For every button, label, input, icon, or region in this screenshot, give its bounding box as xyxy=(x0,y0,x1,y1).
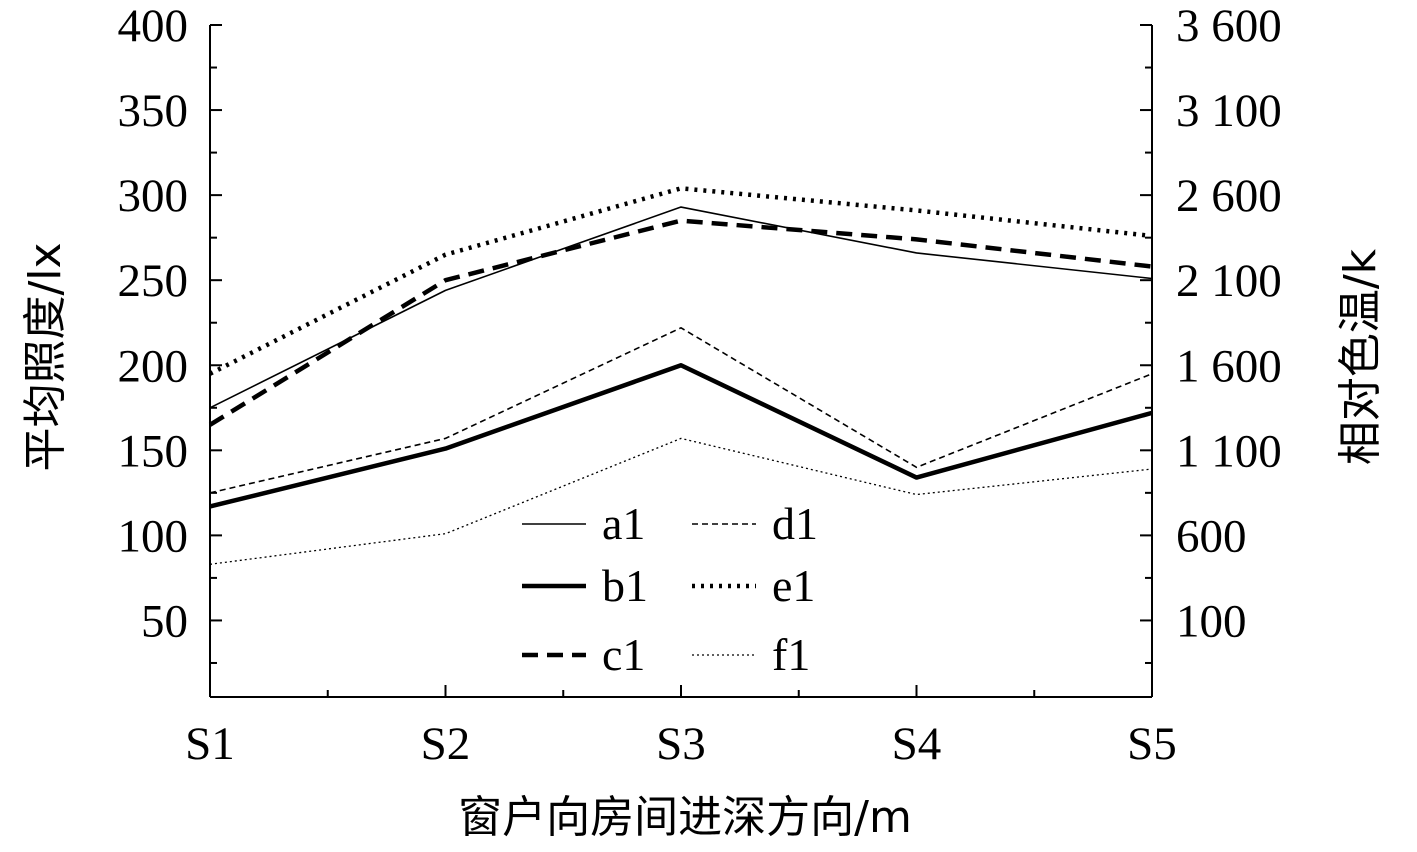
series-line-b1 xyxy=(209,363,1153,509)
series-line-c1 xyxy=(208,218,1153,427)
y-tick-label-left: 200 xyxy=(118,340,189,392)
legend-label-a1: a1 xyxy=(602,498,645,549)
y-tick-label-right: 100 xyxy=(1176,595,1247,647)
legend-label-b1: b1 xyxy=(602,560,648,611)
x-tick-label: S2 xyxy=(421,718,471,770)
series-line-d1 xyxy=(209,327,1153,494)
y-axis-label-left: 平均照度/lx xyxy=(20,242,71,471)
x-tick-label: S1 xyxy=(185,718,235,770)
y-tick-label-left: 100 xyxy=(118,510,189,562)
legend-label-c1: c1 xyxy=(602,629,645,680)
y-tick-label-left: 50 xyxy=(141,595,188,647)
y-tick-label-right: 1 600 xyxy=(1176,340,1282,392)
y-tick-label-right: 3 100 xyxy=(1176,85,1282,137)
y-tick-label-left: 300 xyxy=(118,170,189,222)
y-tick-label-left: 150 xyxy=(118,425,189,477)
series xyxy=(208,186,1153,565)
x-tick-label: S4 xyxy=(892,718,942,770)
y-tick-label-right: 3 600 xyxy=(1176,0,1282,52)
x-axis-label: 窗户向房间进深方向/m xyxy=(458,792,912,843)
y-tick-label-left: 400 xyxy=(118,0,189,52)
axes xyxy=(209,25,1153,698)
ticks: 50 100 150 200 250 300 350 400 100 600 1 100 1 600 2… xyxy=(118,0,1282,770)
y-axis-label-right: 相对色温/k xyxy=(1335,248,1386,465)
y-tick-label-right: 1 100 xyxy=(1176,425,1282,477)
y-tick-label-right: 600 xyxy=(1176,510,1247,562)
series-line-f1 xyxy=(209,437,1153,565)
series-line-e1 xyxy=(208,186,1153,376)
y-tick-label-right: 2 600 xyxy=(1176,170,1282,222)
y-tick-label-right: 2 100 xyxy=(1176,255,1282,307)
legend-label-d1: d1 xyxy=(772,498,818,549)
y-tick-label-left: 350 xyxy=(118,85,189,137)
legend: a1 b1 c1 d1 e1 f1 xyxy=(522,498,818,680)
legend-label-e1: e1 xyxy=(772,560,815,611)
y-tick-label-left: 250 xyxy=(118,255,189,307)
legend-label-f1: f1 xyxy=(772,629,810,680)
x-tick-label: S3 xyxy=(656,718,706,770)
series-line-a1 xyxy=(209,206,1153,409)
x-tick-label: S5 xyxy=(1127,718,1177,770)
